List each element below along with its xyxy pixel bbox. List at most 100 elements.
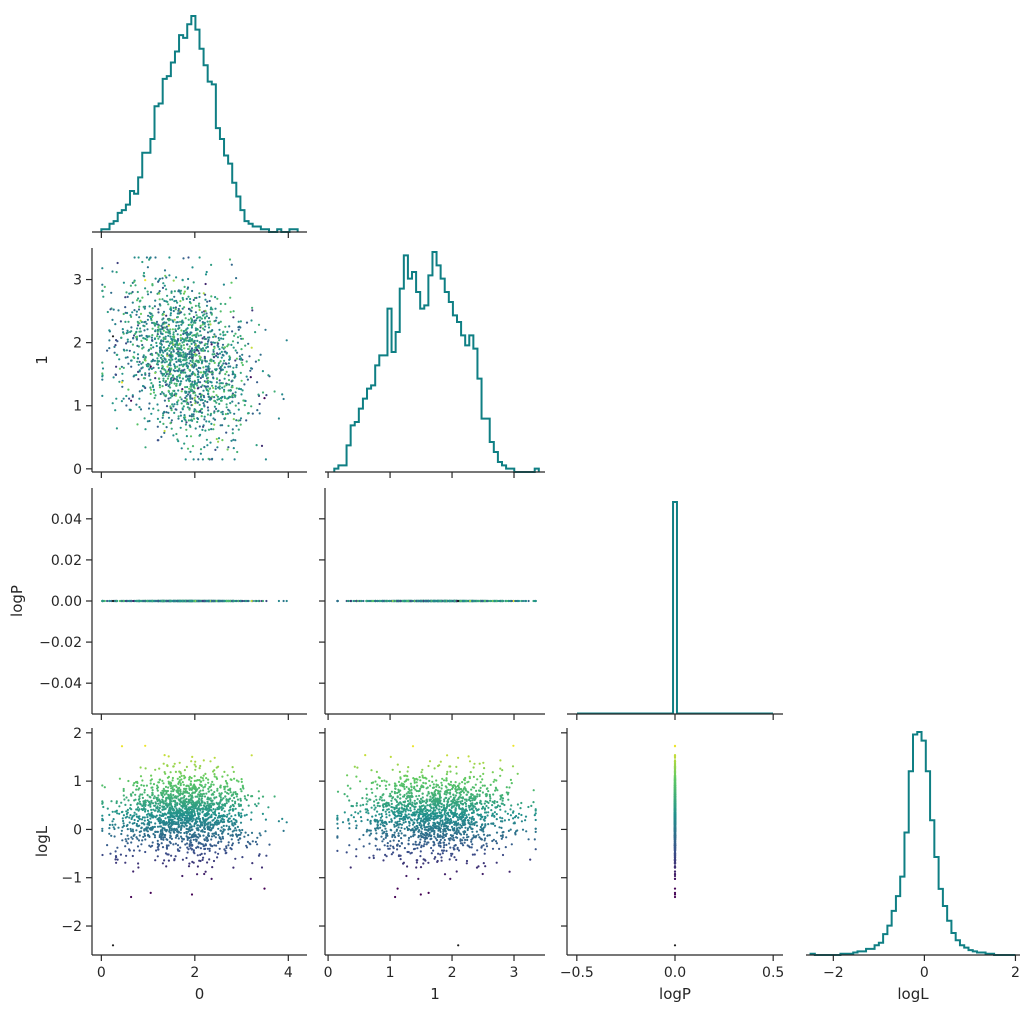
scatter-point <box>143 321 146 324</box>
scatter-point <box>193 348 196 351</box>
scatter-point <box>203 822 206 826</box>
scatter-point <box>168 383 171 386</box>
scatter-point <box>151 794 154 797</box>
scatter-point <box>102 805 105 809</box>
scatter-point <box>136 845 140 848</box>
scatter-point <box>260 866 264 869</box>
scatter-point <box>237 328 240 331</box>
scatter-point <box>203 795 207 798</box>
scatter-point <box>251 412 254 415</box>
scatter-point <box>192 413 195 416</box>
scatter-point <box>137 839 141 842</box>
scatter-point <box>225 781 228 785</box>
scatter-point <box>178 367 181 370</box>
scatter-point <box>204 282 207 286</box>
scatter-point <box>146 799 149 802</box>
scatter-point <box>226 448 229 451</box>
scatter-point <box>254 599 257 603</box>
scatter-point <box>117 826 120 829</box>
scatter-point <box>181 307 184 310</box>
scatter-point <box>204 342 207 345</box>
scatter-point <box>145 784 148 787</box>
scatter-point <box>239 788 242 791</box>
histogram-logP <box>577 501 773 715</box>
scatter-point <box>171 779 174 782</box>
scatter-point <box>220 840 223 843</box>
scatter-point <box>206 400 209 404</box>
scatter-point <box>216 398 219 401</box>
scatter-point <box>131 837 134 840</box>
scatter-point <box>142 802 145 805</box>
scatter-point <box>191 786 194 789</box>
scatter-point <box>125 854 128 857</box>
scatter-point <box>156 335 159 338</box>
scatter-point <box>172 389 175 392</box>
scatter-point <box>144 767 147 770</box>
scatter-point <box>264 328 267 331</box>
scatter-point <box>174 343 177 346</box>
scatter-point <box>179 821 182 825</box>
scatter-point <box>118 777 121 780</box>
scatter-point <box>135 813 138 816</box>
scatter-point <box>172 279 175 282</box>
scatter-point <box>241 856 244 859</box>
scatter-point <box>199 776 203 779</box>
scatter-point <box>224 779 227 783</box>
scatter-point <box>106 807 109 810</box>
scatter-point <box>182 405 185 408</box>
scatter-point <box>219 829 222 832</box>
scatter-point <box>138 406 141 409</box>
histogram-0 <box>100 15 299 233</box>
scatter-point <box>240 357 243 360</box>
scatter-point <box>148 835 151 839</box>
scatter-point <box>285 599 288 603</box>
scatter-point <box>140 334 143 337</box>
scatter-point <box>181 341 184 344</box>
scatter-point <box>130 315 133 318</box>
scatter-point <box>218 352 222 355</box>
scatter-point <box>250 346 253 349</box>
scatter-point <box>273 795 276 798</box>
scatter-point <box>224 362 227 365</box>
scatter-point <box>206 373 209 376</box>
scatter-point <box>140 843 143 846</box>
scatter-point <box>372 599 375 603</box>
scatter-point <box>176 828 179 831</box>
scatter-point <box>136 327 139 330</box>
scatter-point <box>133 280 136 283</box>
scatter-point <box>232 447 235 450</box>
scatter-point <box>190 309 193 312</box>
scatter-point <box>171 392 174 395</box>
scatter-point <box>108 339 111 342</box>
scatter-point <box>165 865 168 868</box>
scatter-point <box>193 341 196 344</box>
scatter-point <box>183 400 186 403</box>
scatter-point <box>217 437 221 440</box>
scatter-point <box>127 779 130 783</box>
scatter-point <box>198 316 201 319</box>
scatter-point <box>214 836 217 839</box>
scatter-point <box>200 411 203 414</box>
scatter-point <box>251 306 254 309</box>
scatter-point <box>171 319 174 322</box>
scatter-point <box>168 256 171 259</box>
scatter-point <box>185 832 188 835</box>
scatter-point <box>135 335 139 338</box>
scatter-point <box>190 319 193 322</box>
scatter-point <box>202 856 205 859</box>
scatter-1-vs-logP <box>336 599 537 603</box>
scatter-point <box>167 324 170 327</box>
scatter-point <box>114 409 117 412</box>
scatter-point <box>241 337 244 340</box>
scatter-point <box>126 834 129 837</box>
scatter-point <box>138 360 141 363</box>
scatter-point <box>243 814 246 817</box>
scatter-point <box>176 365 179 368</box>
scatter-point <box>125 349 128 352</box>
scatter-point <box>236 450 239 454</box>
scatter-point <box>119 320 122 323</box>
scatter-point <box>203 805 206 808</box>
scatter-point <box>132 334 136 337</box>
scatter-point <box>175 360 178 363</box>
scatter-point <box>124 320 127 323</box>
